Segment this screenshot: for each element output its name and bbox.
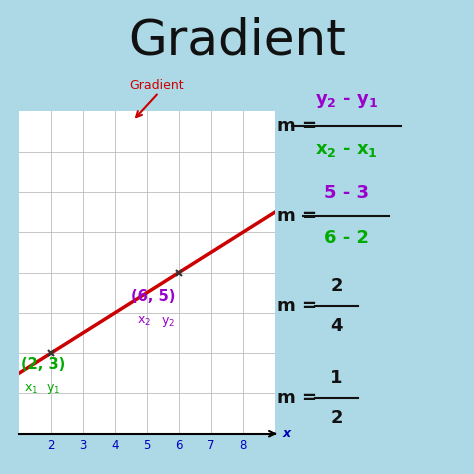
Text: m =: m = — [277, 207, 317, 225]
Text: y$_\mathregular{2}$ - y$_\mathregular{1}$: y$_\mathregular{2}$ - y$_\mathregular{1}… — [315, 92, 377, 110]
Text: (6, 5): (6, 5) — [131, 289, 175, 304]
Text: Gradient: Gradient — [128, 17, 346, 64]
Text: $\mathregular{x_2}$: $\mathregular{x_2}$ — [137, 315, 152, 328]
Text: m =: m = — [277, 297, 317, 315]
Text: 2: 2 — [330, 277, 343, 295]
Text: 6 - 2: 6 - 2 — [324, 229, 368, 247]
Text: 5 - 3: 5 - 3 — [324, 184, 368, 202]
Text: Gradient: Gradient — [129, 79, 184, 92]
Text: (2, 3): (2, 3) — [20, 357, 65, 372]
Text: $\mathregular{y_2}$: $\mathregular{y_2}$ — [161, 315, 175, 329]
Text: $\mathregular{x_1}$: $\mathregular{x_1}$ — [24, 383, 38, 395]
Text: 1: 1 — [330, 369, 343, 387]
Text: $\mathregular{y_1}$: $\mathregular{y_1}$ — [46, 383, 60, 396]
Text: 2: 2 — [330, 409, 343, 427]
Text: x$_\mathregular{2}$ - x$_\mathregular{1}$: x$_\mathregular{2}$ - x$_\mathregular{1}… — [315, 141, 377, 159]
Text: m =: m = — [277, 389, 317, 407]
Text: m =: m = — [277, 117, 317, 135]
Text: x: x — [283, 427, 291, 440]
Text: 4: 4 — [330, 317, 343, 335]
